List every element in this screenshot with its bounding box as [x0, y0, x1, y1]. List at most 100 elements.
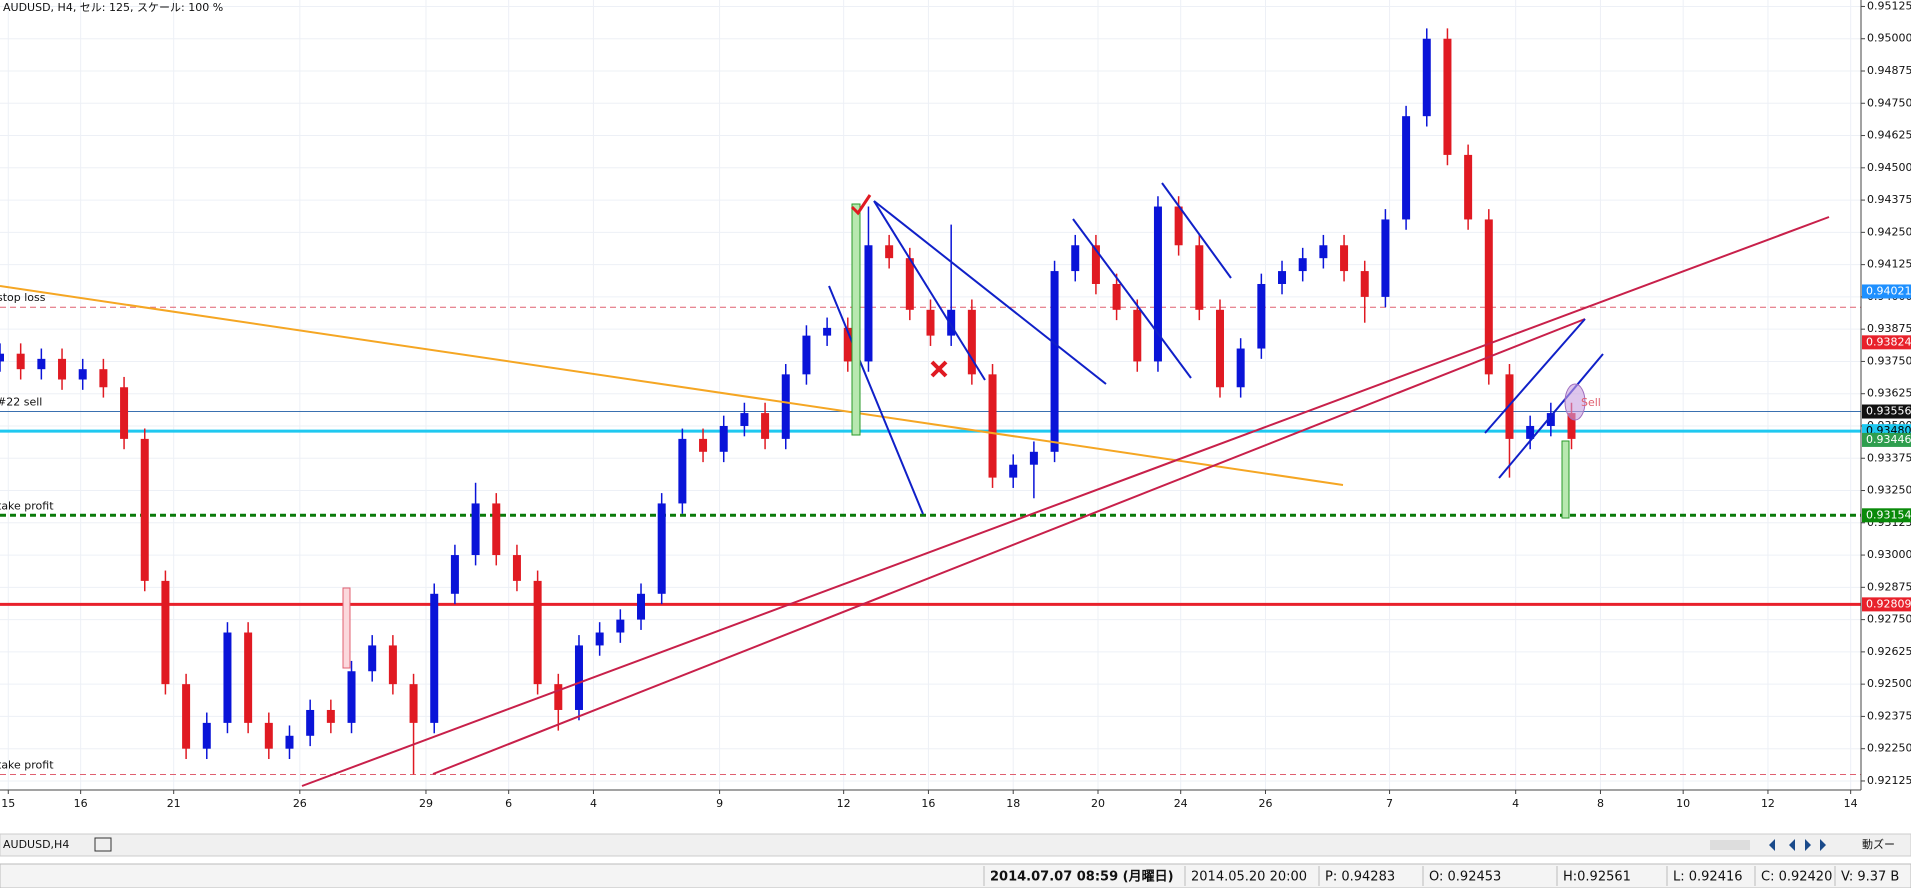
candle-body	[202, 722, 211, 749]
y-tick-label: 0.92500	[1867, 677, 1911, 690]
x-tick-label: 26	[1258, 797, 1272, 810]
candle-body	[1029, 451, 1038, 465]
candle-body	[885, 245, 894, 259]
candle-body	[264, 722, 273, 749]
x-tick-label: 8	[1597, 797, 1604, 810]
candle-body	[1567, 413, 1576, 439]
trendline	[828, 285, 924, 515]
candle-body	[533, 580, 542, 685]
candle-body	[78, 369, 87, 380]
candle-body	[1505, 374, 1514, 439]
candle-body	[492, 503, 501, 556]
candle-body	[988, 374, 997, 478]
trendline	[873, 200, 986, 381]
candle-body	[161, 580, 170, 685]
candle-body	[1215, 309, 1224, 388]
status-field: 2014.07.07 08:59 (月曜日)	[990, 870, 1174, 885]
candle-body	[1546, 413, 1555, 426]
x-tick-label: 26	[293, 797, 307, 810]
candle-body	[823, 327, 832, 336]
candle-body	[947, 309, 956, 336]
channel-line	[1484, 318, 1586, 434]
candle-body	[740, 413, 749, 426]
x-tick-label: 18	[1006, 797, 1020, 810]
candle-body	[1133, 309, 1142, 362]
y-tick-label: 0.92750	[1867, 613, 1911, 626]
candle-body	[1340, 245, 1349, 272]
level-label: take profit	[0, 759, 54, 772]
trendline	[0, 285, 1344, 486]
zoom-button[interactable]: 動ズー	[1862, 837, 1895, 851]
candle-body	[326, 709, 335, 723]
trendline	[301, 216, 1830, 787]
x-tick-label: 10	[1676, 797, 1690, 810]
candle-body	[1526, 425, 1535, 439]
tab[interactable]: AUDUSD,H4	[3, 838, 69, 851]
scroll-buttons[interactable]	[1769, 839, 1826, 851]
candle-body	[967, 309, 976, 375]
candle-body	[1360, 271, 1369, 297]
candle-body	[719, 425, 728, 452]
x-tick-label: 12	[1761, 797, 1775, 810]
y-tick-label: 0.93875	[1867, 322, 1911, 335]
candle-body	[802, 335, 811, 375]
candle-body	[471, 503, 480, 556]
x-tick-label: 16	[74, 797, 88, 810]
tab-bar	[0, 833, 1911, 857]
candle-body	[140, 438, 149, 581]
x-tick-label: 16	[921, 797, 935, 810]
level-label: stop loss	[0, 291, 46, 304]
candle-body	[926, 309, 935, 336]
price-marker-label: 0.93446	[1866, 433, 1911, 446]
trendline	[873, 200, 1107, 385]
x-tick-label: 29	[419, 797, 433, 810]
price-marker	[1862, 432, 1911, 447]
candle-body	[347, 671, 356, 723]
y-tick-label: 0.94250	[1867, 225, 1911, 238]
candle-body	[285, 735, 294, 749]
chart-title: AUDUSD, H4, セル: 125, スケール: 100 %	[3, 1, 223, 14]
y-tick-label: 0.93375	[1867, 451, 1911, 464]
candle-body	[843, 327, 852, 362]
status-field: V: 9.37 B	[1841, 870, 1899, 885]
candle-body	[1257, 283, 1266, 349]
y-tick-label: 0.94375	[1867, 193, 1911, 206]
candle-body	[37, 358, 46, 370]
candle-body	[595, 632, 604, 646]
x-tick-label: 20	[1091, 797, 1105, 810]
price-marker-label: 0.93556	[1866, 405, 1911, 418]
trendline	[432, 318, 1586, 775]
candle-body	[657, 503, 666, 594]
candle-body	[637, 593, 646, 620]
drawings	[0, 182, 1830, 787]
candle-body	[368, 645, 377, 672]
price-marker-label: 0.93824	[1866, 335, 1911, 348]
candle-body	[1112, 283, 1121, 310]
order-box	[851, 203, 861, 436]
candle-body	[1464, 154, 1473, 220]
price-axis	[1861, 0, 1911, 790]
annotation: Sell	[1581, 396, 1601, 409]
candle-body	[409, 684, 418, 723]
candle-body	[864, 245, 873, 362]
candle-body	[1050, 271, 1059, 452]
x-tick-label: 9	[716, 797, 723, 810]
tab-icon[interactable]	[94, 837, 112, 852]
scrollbar[interactable]	[1710, 840, 1750, 850]
candle-body	[574, 645, 583, 710]
candle-body	[1402, 116, 1411, 220]
y-tick-label: 0.92625	[1867, 645, 1911, 658]
candle-body	[616, 619, 625, 633]
x-tick-label: 21	[167, 797, 181, 810]
order-box	[1561, 440, 1570, 519]
candle-body	[450, 555, 459, 594]
y-tick-label: 0.94125	[1867, 258, 1911, 271]
y-tick-label: 0.92250	[1867, 742, 1911, 755]
candle-body	[1195, 245, 1204, 310]
status-field: 2014.05.20 20:00	[1191, 870, 1307, 885]
candle-body	[554, 684, 563, 710]
y-tick-label: 0.94875	[1867, 64, 1911, 77]
price-marker	[1862, 597, 1911, 612]
status-field: O: 0.92453	[1429, 870, 1501, 885]
